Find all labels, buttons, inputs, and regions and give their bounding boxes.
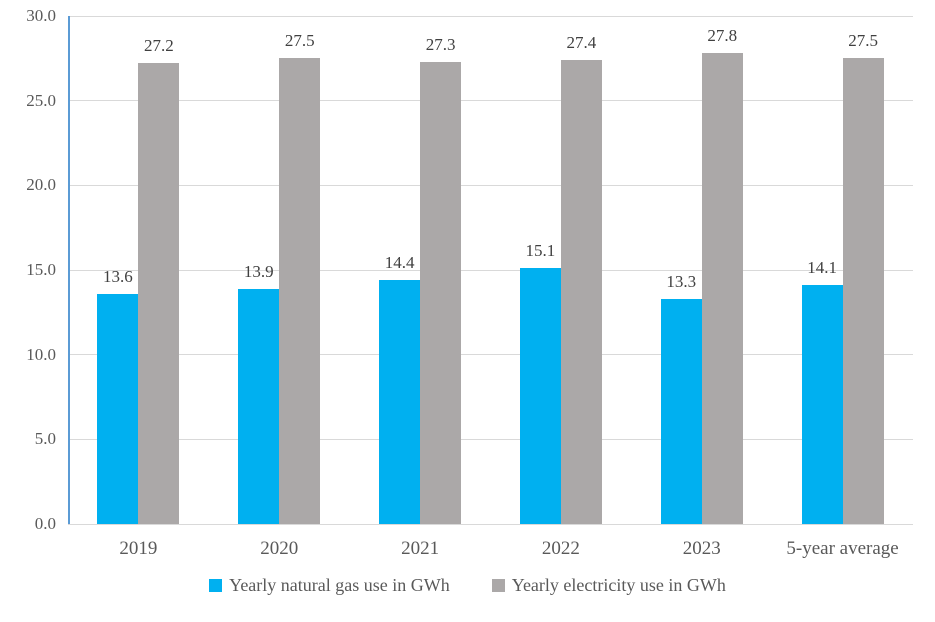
legend: Yearly natural gas use in GWh Yearly elec…: [0, 575, 935, 596]
natural-gas-bar-value-2023: 13.3: [666, 271, 697, 291]
natural-gas-bar-2021: [379, 280, 421, 524]
x-axis-category-label: 2022: [541, 538, 580, 559]
x-axis-category-label: 2021: [401, 538, 440, 559]
gridline: [68, 184, 913, 186]
x-axis-category-label: 2020: [260, 538, 299, 559]
legend-item-electricity: Yearly electricity use in GWh: [491, 575, 726, 596]
electricity-bar-2020: [279, 58, 321, 524]
legend-swatch-icon: [491, 579, 505, 592]
y-axis-tick-label: 25.0: [26, 90, 56, 110]
y-axis-tick-label: 20.0: [26, 175, 56, 195]
electricity-bar-2023: [701, 53, 743, 524]
legend-item-natural-gas: Yearly natural gas use in GWh: [209, 575, 450, 596]
natural-gas-bar-2022: [519, 268, 561, 524]
legend-label: Yearly natural gas use in GWh: [229, 575, 450, 595]
natural-gas-bar-2020: [238, 288, 280, 524]
natural-gas-bar-value-2021: 14.4: [384, 253, 415, 273]
natural-gas-bar-5-year-average: [801, 285, 843, 524]
natural-gas-bar-2023: [660, 298, 702, 524]
natural-gas-bar-value-2022: 15.1: [525, 241, 556, 261]
x-axis-line: [68, 524, 913, 525]
gridline: [68, 100, 913, 102]
x-axis-category-label: 2019: [119, 538, 158, 559]
electricity-bar-value-2020: 27.5: [284, 31, 315, 51]
gridline: [68, 354, 913, 356]
gridline: [68, 269, 913, 271]
natural-gas-bar-value-5-year-average: 14.1: [807, 258, 837, 278]
legend-label: Yearly electricity use in GWh: [511, 575, 726, 595]
y-axis-tick-label: 15.0: [26, 260, 56, 279]
natural-gas-bar-2019: [97, 293, 139, 524]
electricity-bar-2019: [138, 63, 180, 524]
electricity-bar-value-2019: 27.2: [144, 36, 174, 56]
electricity-bar-value-2022: 27.4: [566, 33, 597, 53]
gridline: [68, 438, 913, 440]
electricity-bar-5-year-average: [842, 58, 884, 524]
electricity-bar-value-5-year-average: 27.5: [848, 31, 878, 51]
y-axis-tick-label: 5.0: [34, 429, 56, 449]
electricity-bar-value-2021: 27.3: [425, 34, 456, 54]
y-axis-tick-label: 10.0: [26, 344, 56, 364]
legend-swatch-icon: [209, 579, 223, 592]
y-axis-tick-label: 0.0: [34, 514, 56, 533]
gridline: [68, 15, 913, 17]
x-axis-category-label: 5-year average: [786, 538, 899, 559]
x-axis-category-label: 2023: [682, 538, 721, 559]
y-axis-line: [68, 16, 70, 524]
y-axis-tick-label: 30.0: [26, 6, 56, 25]
electricity-bar-2022: [560, 60, 602, 524]
electricity-bar-2021: [420, 61, 462, 524]
electricity-bar-value-2023: 27.8: [707, 26, 738, 46]
natural-gas-bar-value-2020: 13.9: [243, 261, 274, 281]
natural-gas-bar-value-2019: 13.6: [103, 266, 133, 286]
